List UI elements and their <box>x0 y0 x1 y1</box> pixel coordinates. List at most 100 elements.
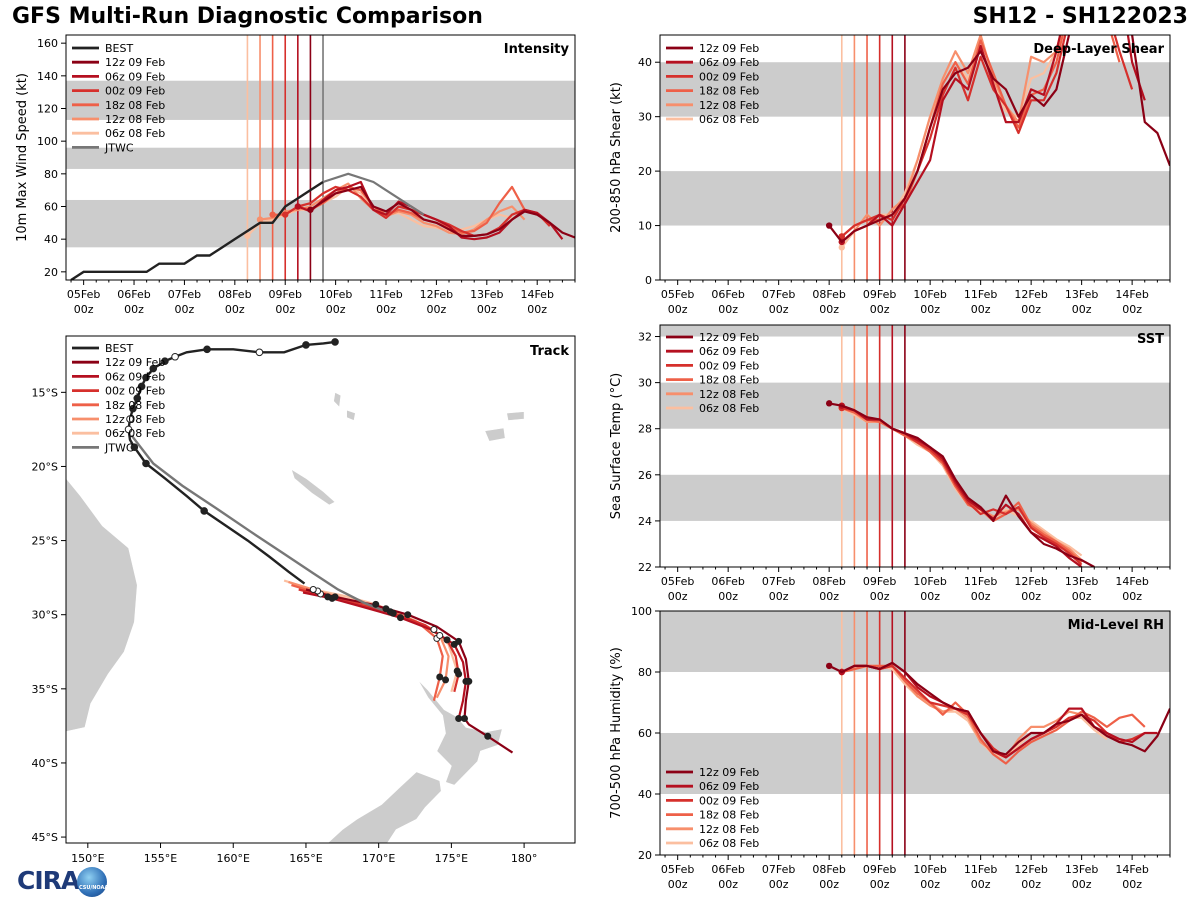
legend-label: 12z 09 Feb <box>105 56 165 69</box>
vanuatu-land <box>333 391 342 408</box>
x-tick-sublabel: 00z <box>971 878 991 891</box>
band-1 <box>66 147 575 169</box>
y-tick-label: 26 <box>638 469 652 482</box>
legend-label: JTWC <box>104 141 134 154</box>
x-tick-label: 06Feb <box>117 288 150 301</box>
series-init-point-0 <box>825 222 833 229</box>
run-track-4 <box>288 581 450 699</box>
legend-label: BEST <box>105 42 133 55</box>
y-tick-label: 32 <box>638 331 652 344</box>
legend-label: 12z 08 Feb <box>699 823 759 836</box>
x-tick-label: 13Feb <box>1065 575 1098 588</box>
legend-label: 00z 09 Feb <box>699 794 759 807</box>
y-tick-label: 140 <box>37 70 58 83</box>
x-tick-label: 13Feb <box>1065 863 1098 876</box>
y-tick-label: 20°S <box>32 460 58 473</box>
run-track-point <box>443 636 451 644</box>
x-tick-sublabel: 00z <box>819 303 839 316</box>
series-line-0 <box>828 661 1170 756</box>
series-init-point-5 <box>838 244 845 251</box>
south-island-land <box>327 771 442 843</box>
best-track-point <box>200 507 208 515</box>
band-2 <box>660 325 1170 337</box>
run-track-5 <box>283 579 459 693</box>
y-tick-label: 20 <box>638 165 652 178</box>
y-tick-label: 80 <box>44 168 58 181</box>
run-track-point <box>460 714 468 722</box>
series-init-point-5 <box>244 232 251 240</box>
legend-label: 18z 08 Feb <box>105 399 165 412</box>
y-tick-label: 0 <box>645 274 652 287</box>
legend-label: 06z 08 Feb <box>699 113 759 126</box>
x-tick-sublabel: 00z <box>1122 878 1142 891</box>
series-init-point-0 <box>307 206 314 213</box>
figure-title: GFS Multi-Run Diagnostic Comparison <box>12 4 483 29</box>
best-track-point <box>133 394 142 403</box>
series-line-2 <box>284 185 551 237</box>
run-track-point <box>430 626 438 634</box>
legend-label: 06z 09 Feb <box>105 70 165 83</box>
run-track-point <box>453 667 461 675</box>
cira-logo: CIRA CSU/NOAA <box>5 866 108 898</box>
best-track-point <box>137 382 146 391</box>
x-tick-sublabel: 00z <box>870 303 890 316</box>
legend-label: BEST <box>105 342 133 355</box>
jtwc-track <box>130 434 384 612</box>
x-tick-label: 10Feb <box>913 863 946 876</box>
x-tick-label: 07Feb <box>762 575 795 588</box>
axes-frame <box>65 335 576 844</box>
run-track-point <box>382 605 390 613</box>
y-tick-label: 60 <box>44 201 58 214</box>
best-track-point <box>255 348 264 357</box>
australia-land <box>66 477 138 732</box>
legend-label: 18z 08 Feb <box>105 99 165 112</box>
x-tick-sublabel: 00z <box>769 303 789 316</box>
legend-label: 18z 08 Feb <box>699 85 759 98</box>
x-tick-label: 06Feb <box>711 288 744 301</box>
best-track-point <box>161 357 169 366</box>
x-tick-label: 10Feb <box>913 575 946 588</box>
y-tick-label: 40 <box>638 788 652 801</box>
legend-label: 00z 09 Feb <box>699 359 759 372</box>
north-island-land <box>417 679 503 786</box>
x-tick-label: 05Feb <box>67 288 100 301</box>
sst-plot-area <box>825 325 1095 567</box>
x-tick-label: 13Feb <box>470 288 503 301</box>
x-tick-sublabel: 00z <box>819 590 839 603</box>
legend-label: 18z 08 Feb <box>699 809 759 822</box>
legend-label: 12z 08 Feb <box>105 113 165 126</box>
x-tick-sublabel: 00z <box>427 303 447 316</box>
fiji-land <box>484 427 506 442</box>
x-tick-label: 13Feb <box>1065 288 1098 301</box>
series-init-point-3 <box>269 211 276 218</box>
shear-plot-area <box>825 35 1170 280</box>
x-tick-label: 180° <box>511 852 538 865</box>
x-tick-label: 165°E <box>289 852 322 865</box>
legend-label: 06z 09 Feb <box>699 780 759 793</box>
band-0 <box>660 474 1170 521</box>
x-tick-label: 12Feb <box>1014 863 1047 876</box>
legend-label: 00z 09 Feb <box>699 70 759 83</box>
storm-id-title: SH12 - SH122023 <box>972 4 1188 29</box>
x-tick-label: 07Feb <box>168 288 201 301</box>
y-tick-label: 35°S <box>32 683 58 696</box>
x-tick-label: 09Feb <box>863 863 896 876</box>
x-tick-sublabel: 00z <box>971 303 991 316</box>
x-tick-label: 09Feb <box>268 288 301 301</box>
x-tick-sublabel: 00z <box>718 590 738 603</box>
y-tick-label: 15°S <box>32 386 58 399</box>
x-tick-sublabel: 00z <box>1072 590 1092 603</box>
x-tick-sublabel: 00z <box>74 303 94 316</box>
x-tick-sublabel: 00z <box>1021 878 1041 891</box>
best-track-point <box>149 364 158 373</box>
x-tick-label: 08Feb <box>812 288 845 301</box>
y-tick-label: 10 <box>638 220 652 233</box>
run-track-point <box>436 631 444 639</box>
x-tick-label: 08Feb <box>812 863 845 876</box>
x-tick-label: 12Feb <box>1014 575 1047 588</box>
run-track-point <box>372 600 380 608</box>
x-tick-sublabel: 00z <box>175 303 195 316</box>
legend-label: 06z 08 Feb <box>699 837 759 850</box>
panel-title: Track <box>530 344 569 359</box>
best-track-point <box>129 404 137 413</box>
